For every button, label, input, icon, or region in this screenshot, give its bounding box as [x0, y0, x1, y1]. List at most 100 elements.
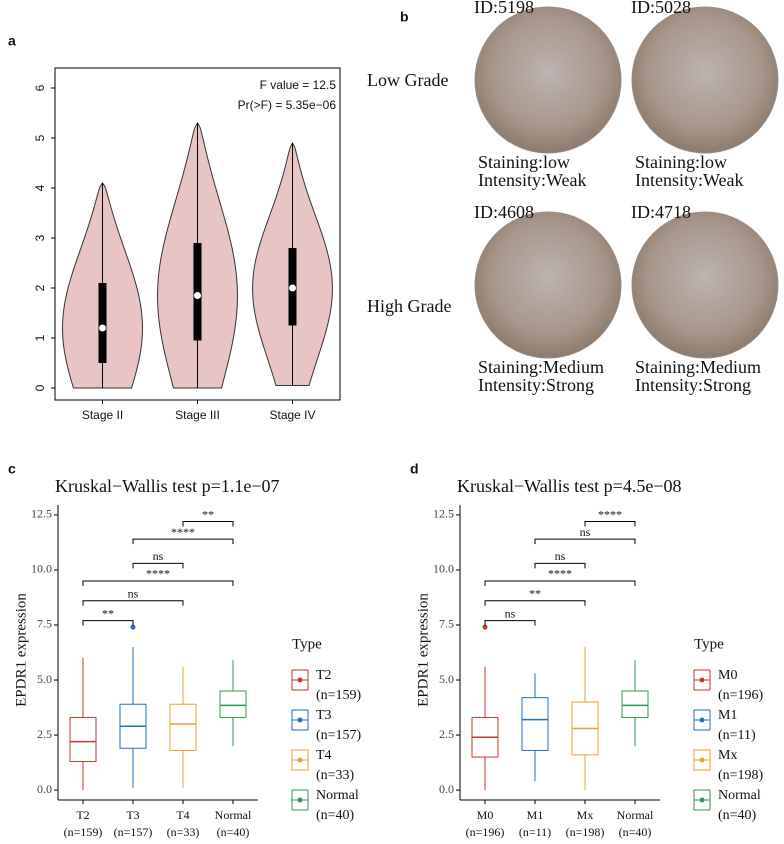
comparison-bracket	[82, 620, 134, 626]
outlier	[130, 624, 136, 630]
panel-label: d	[410, 461, 419, 477]
comparison-label: ****	[598, 507, 622, 521]
legend-count: (n=198)	[718, 768, 764, 783]
legend-title: Type	[292, 636, 322, 652]
comparison-bracket	[132, 562, 184, 569]
panel-label: a	[8, 33, 16, 49]
y-tick-label: 2	[33, 284, 47, 291]
legend-count: (n=40)	[718, 808, 757, 823]
legend-count: (n=33)	[316, 768, 355, 783]
staining-label: Staining:low	[478, 152, 570, 172]
legend-key-dot	[699, 797, 705, 803]
comparison-bracket	[82, 580, 234, 586]
y-tick-label: 10.0	[31, 562, 52, 576]
y-tick-label: 6	[33, 84, 47, 91]
x-tick-count: (n=159)	[64, 825, 103, 839]
x-tick-label: Stage II	[82, 408, 123, 422]
intensity-label: Intensity:Strong	[635, 375, 751, 395]
median-dot	[289, 284, 296, 292]
comparison-bracket	[132, 538, 234, 545]
comparison-label: **	[529, 587, 541, 601]
x-tick-label: Stage IV	[269, 408, 315, 422]
y-tick-label: 0	[33, 384, 47, 391]
legend-count: (n=40)	[316, 808, 355, 823]
legend-count: (n=159)	[316, 688, 362, 703]
intensity-label: Intensity:Weak	[635, 170, 744, 190]
annotation: F value = 12.5	[260, 78, 337, 92]
x-tick-label: T2	[76, 808, 89, 822]
x-tick-count: (n=40)	[217, 825, 250, 839]
y-tick-label: 2.5	[439, 727, 454, 741]
comparison-label: ****	[171, 525, 195, 539]
grade-label: Low Grade	[367, 70, 448, 90]
y-axis-label: EPDR1 expression	[415, 593, 431, 707]
x-tick-label: Normal	[215, 808, 252, 822]
y-tick-label: 3	[33, 234, 47, 241]
x-tick-label: Normal	[617, 808, 654, 822]
comparison-label: ns	[505, 606, 516, 620]
x-tick-count: (n=11)	[519, 825, 551, 839]
staining-label: Staining:low	[635, 152, 727, 172]
panel-label: c	[8, 461, 16, 477]
x-tick-count: (n=196)	[466, 825, 505, 839]
comparison-label: ns	[555, 549, 566, 563]
x-tick-count: (n=33)	[167, 825, 200, 839]
iqr-box	[193, 243, 202, 341]
tissue-image	[631, 6, 779, 154]
box	[521, 697, 549, 751]
legend-title: Type	[694, 636, 724, 652]
legend-count: (n=196)	[718, 688, 764, 703]
median-dot	[99, 324, 106, 332]
y-tick-label: 7.5	[439, 617, 454, 631]
y-tick-label: 7.5	[37, 617, 52, 631]
chart-title: Kruskal−Wallis test p=1.1e−07	[55, 476, 279, 496]
comparison-bracket	[182, 521, 234, 527]
y-tick-label: 0.0	[37, 782, 52, 796]
tissue-image	[474, 6, 622, 154]
comparison-bracket	[484, 600, 586, 606]
annotation: Pr(>F) = 5.35e−06	[238, 98, 337, 112]
outlier	[482, 624, 488, 630]
legend-key-dot	[297, 797, 303, 803]
intensity-label: Intensity:Strong	[478, 375, 594, 395]
comparison-bracket	[82, 600, 184, 606]
comparison-bracket	[484, 580, 636, 586]
sample-id: ID:5028	[631, 0, 691, 17]
comparison-label: **	[102, 606, 114, 620]
legend-key-dot	[699, 677, 705, 683]
legend-key-dot	[297, 677, 303, 683]
panel-label: b	[400, 9, 409, 25]
y-tick-label: 1	[33, 334, 47, 341]
legend-key-dot	[699, 757, 705, 763]
intensity-label: Intensity:Weak	[478, 170, 587, 190]
legend-count: (n=157)	[316, 728, 362, 743]
x-tick-label: M1	[527, 808, 544, 822]
y-tick-label: 0.0	[439, 782, 454, 796]
legend-label: Mx	[718, 748, 737, 763]
legend-key-dot	[297, 717, 303, 723]
y-tick-label: 10.0	[433, 562, 454, 576]
comparison-label: ns	[153, 549, 164, 563]
legend-key-dot	[297, 757, 303, 763]
grade-label: High Grade	[367, 296, 451, 316]
sample-id: ID:4718	[631, 202, 691, 222]
legend-label: M0	[718, 668, 737, 683]
box	[169, 703, 197, 751]
legend-label: Normal	[718, 788, 761, 803]
staining-label: Staining:Medium	[478, 357, 604, 377]
tissue-image	[631, 211, 779, 359]
y-tick-label: 5	[33, 134, 47, 141]
iqr-box	[98, 283, 107, 363]
box	[69, 716, 97, 762]
legend-key-dot	[699, 717, 705, 723]
y-tick-label: 4	[33, 184, 47, 191]
comparison-label: ****	[548, 567, 572, 581]
comparison-label: ns	[128, 587, 139, 601]
x-tick-label: M0	[477, 808, 494, 822]
y-tick-label: 5.0	[439, 672, 454, 686]
y-tick-label: 2.5	[37, 727, 52, 741]
comparison-bracket	[534, 562, 586, 569]
comparison-bracket	[584, 521, 636, 527]
box	[219, 690, 247, 718]
